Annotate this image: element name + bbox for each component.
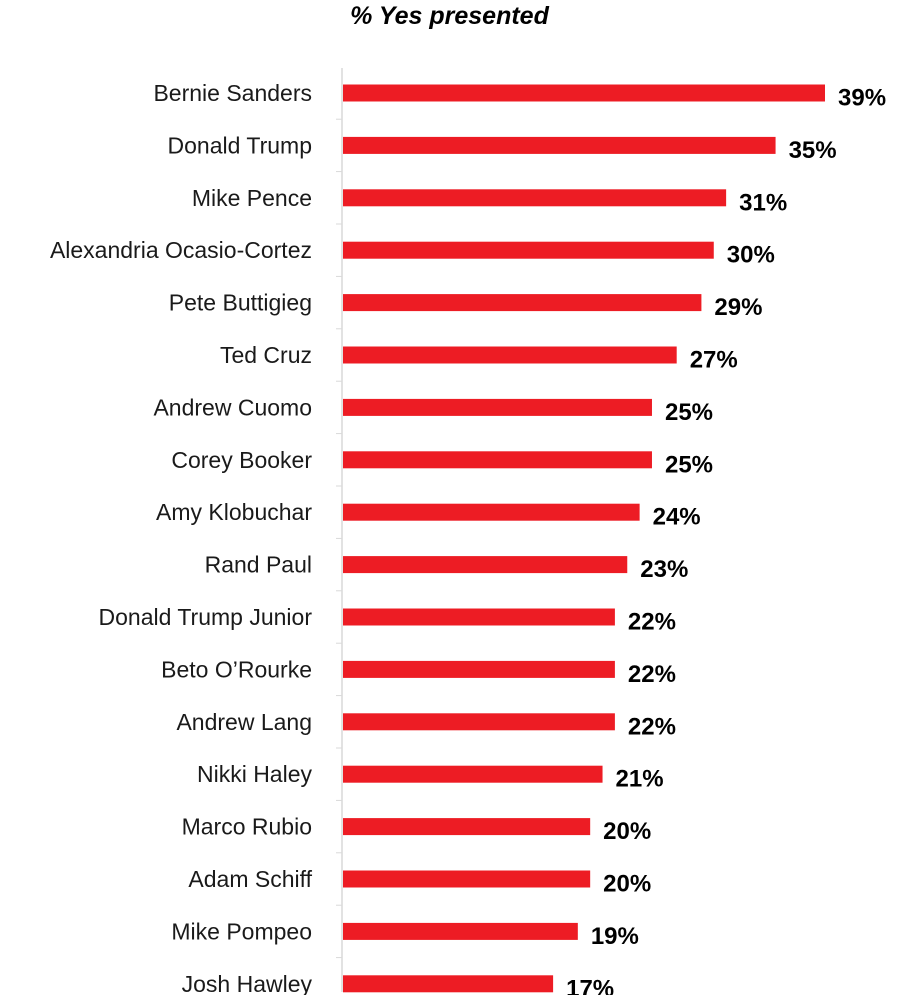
bar [343, 870, 591, 888]
bar [343, 451, 652, 469]
category-label: Nikki Haley [197, 761, 313, 787]
category-label: Alexandria Ocasio-Cortez [50, 237, 312, 263]
bar [343, 713, 615, 731]
bar [343, 765, 603, 783]
category-label: Bernie Sanders [153, 80, 312, 106]
category-label: Rand Paul [205, 552, 312, 578]
data-label: 25% [665, 399, 713, 426]
bar [343, 975, 554, 993]
bar [343, 84, 825, 102]
data-label: 22% [628, 661, 676, 688]
category-label: Mike Pence [192, 185, 312, 211]
chart-title: % Yes presented [350, 2, 549, 30]
data-label: 35% [789, 137, 837, 164]
bar [343, 346, 677, 364]
category-label: Donald Trump Junior [99, 604, 313, 630]
bar [343, 294, 702, 312]
category-label: Beto O’Rourke [161, 656, 312, 682]
category-label: Andrew Lang [176, 709, 312, 735]
bar [343, 818, 591, 836]
bar [343, 922, 578, 940]
data-label: 25% [665, 451, 713, 478]
bar [343, 556, 628, 574]
category-label: Marco Rubio [182, 814, 312, 840]
bar [343, 398, 652, 416]
category-label: Josh Hawley [182, 971, 313, 995]
data-label: 20% [603, 818, 651, 845]
data-label: 27% [690, 347, 738, 374]
data-label: 31% [739, 189, 787, 216]
data-label: 24% [653, 504, 701, 531]
data-label: 19% [591, 923, 639, 950]
category-label: Adam Schiff [188, 866, 312, 892]
data-label: 21% [616, 766, 664, 793]
bar [343, 241, 714, 259]
data-label: 22% [628, 713, 676, 740]
category-label: Corey Booker [171, 447, 312, 473]
data-label: 22% [628, 609, 676, 636]
category-label: Amy Klobuchar [156, 499, 312, 525]
bar [343, 503, 640, 521]
bar [343, 660, 615, 678]
bar [343, 608, 615, 626]
bar [343, 189, 727, 207]
bar [343, 136, 776, 154]
category-label: Pete Buttigieg [169, 290, 312, 316]
data-label: 39% [838, 85, 886, 112]
category-label: Ted Cruz [220, 342, 312, 368]
category-label: Andrew Cuomo [153, 394, 312, 420]
category-label: Donald Trump [168, 132, 312, 158]
data-label: 30% [727, 242, 775, 269]
data-label: 23% [640, 556, 688, 583]
data-label: 29% [714, 294, 762, 321]
data-label: 17% [566, 975, 614, 995]
category-label: Mike Pompeo [171, 918, 312, 944]
data-label: 20% [603, 871, 651, 898]
